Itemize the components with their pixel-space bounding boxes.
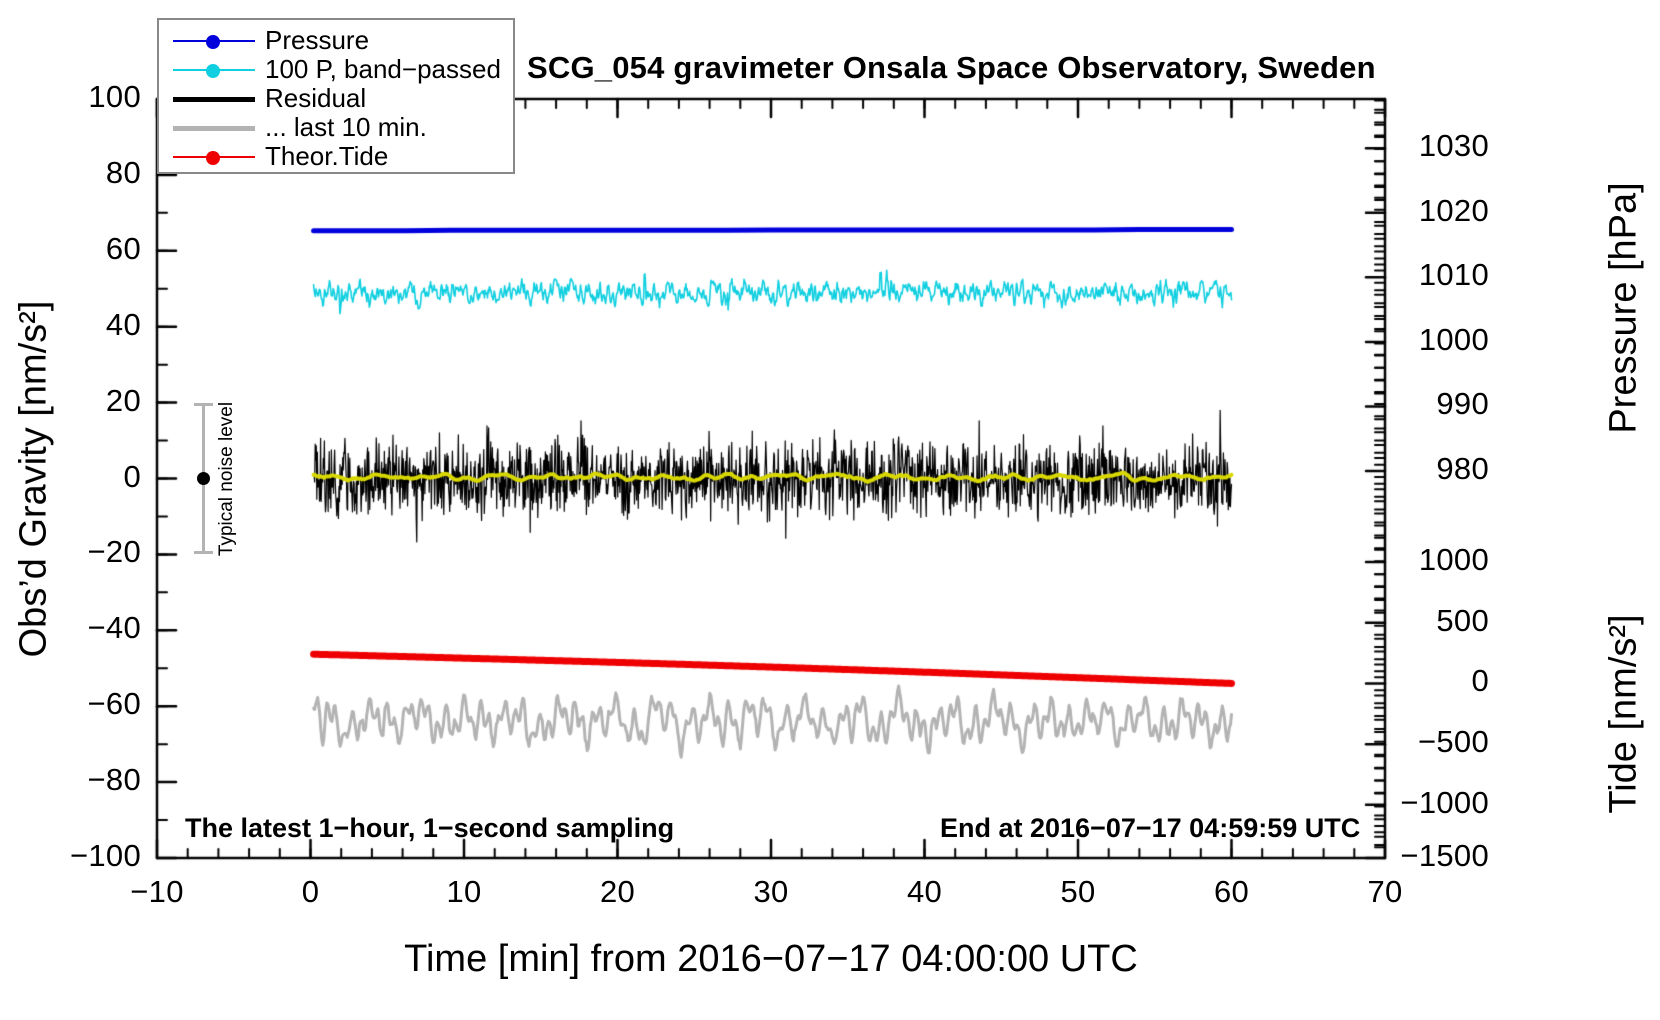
tide-tick-label: 1000: [1418, 541, 1489, 577]
noise-bar-cap-top: [194, 402, 214, 406]
legend-label-pressure: Pressure: [265, 25, 370, 55]
x-tick-label: 10: [446, 874, 482, 909]
legend-label-band-passed: 100 P, band−passed: [265, 54, 501, 84]
tide-axis-title: Tide [nm/s²]: [1602, 614, 1645, 814]
tide-tick-label: 0: [1471, 663, 1489, 699]
y-tick-label: 60: [105, 230, 141, 266]
x-tick-label: 50: [1060, 874, 1096, 909]
x-tick-label: 30: [753, 874, 789, 909]
tide-tick-label: −500: [1417, 724, 1489, 760]
typical-noise-label: Typical noise level: [216, 401, 238, 556]
legend-swatch-pressure: [173, 31, 255, 51]
legend-item-theor-tide: Theor.Tide: [159, 141, 513, 171]
legend-swatch-residual: [173, 89, 255, 109]
y-tick-label: −20: [87, 534, 141, 570]
legend-swatch-band-passed: [173, 60, 255, 80]
y-tick-label: −40: [87, 610, 141, 646]
pressure-tick-label: 1010: [1418, 257, 1489, 293]
legend-swatch-theor-tide: [173, 147, 255, 167]
y-tick-label: 100: [88, 79, 141, 114]
pressure-tick-label: 980: [1436, 450, 1489, 486]
legend-swatch-last-10-min: [173, 118, 255, 138]
x-axis-title: Time [min] from 2016−07−17 04:00:00 UTC: [404, 938, 1138, 980]
page-title: SCG_054 gravimeter Onsala Space Observat…: [527, 50, 1376, 85]
legend-item-band-passed: 100 P, band−passed: [159, 54, 513, 84]
legend-item-pressure: Pressure: [159, 25, 513, 55]
x-tick-label: 60: [1213, 874, 1250, 909]
pressure-tick-label: 990: [1436, 386, 1489, 422]
legend: Pressure 100 P, band−passed Residual ...…: [157, 18, 515, 174]
tide-tick-label: −1500: [1400, 838, 1489, 873]
x-tick-label: −10: [130, 874, 184, 909]
tide-tick-label: 500: [1436, 602, 1489, 638]
noise-bar-center-dot: [197, 472, 211, 486]
legend-label-last-10-min: ... last 10 min.: [265, 112, 427, 142]
x-tick-label: 70: [1367, 874, 1403, 909]
x-tick-label: 40: [906, 874, 943, 909]
legend-item-residual: Residual: [159, 83, 513, 113]
y-tick-label: 80: [105, 154, 141, 190]
y-tick-label: −100: [69, 838, 141, 873]
pressure-tick-label: 1030: [1418, 128, 1489, 164]
tide-tick-label: −1000: [1400, 784, 1489, 820]
typical-noise-indicator: [194, 402, 214, 555]
end-time-note: End at 2016−07−17 04:59:59 UTC: [940, 813, 1361, 843]
noise-bar-cap-bottom: [194, 551, 214, 555]
pressure-axis-title: Pressure [hPa]: [1602, 182, 1645, 434]
y-tick-label: −60: [87, 686, 141, 722]
x-tick-label: 0: [301, 874, 320, 909]
y-tick-label: 40: [105, 306, 141, 342]
pressure-tick-label: 1020: [1418, 192, 1489, 228]
pressure-tick-label: 1000: [1418, 321, 1489, 357]
legend-label-residual: Residual: [265, 83, 367, 113]
y-tick-label: −80: [87, 762, 141, 798]
y-tick-label: 0: [123, 458, 141, 494]
x-tick-label: 20: [599, 874, 636, 909]
y-tick-label: 20: [105, 382, 141, 418]
sampling-note: The latest 1−hour, 1−second sampling: [185, 813, 675, 843]
legend-item-last-10-min: ... last 10 min.: [159, 112, 513, 142]
legend-label-theor-tide: Theor.Tide: [265, 141, 389, 171]
